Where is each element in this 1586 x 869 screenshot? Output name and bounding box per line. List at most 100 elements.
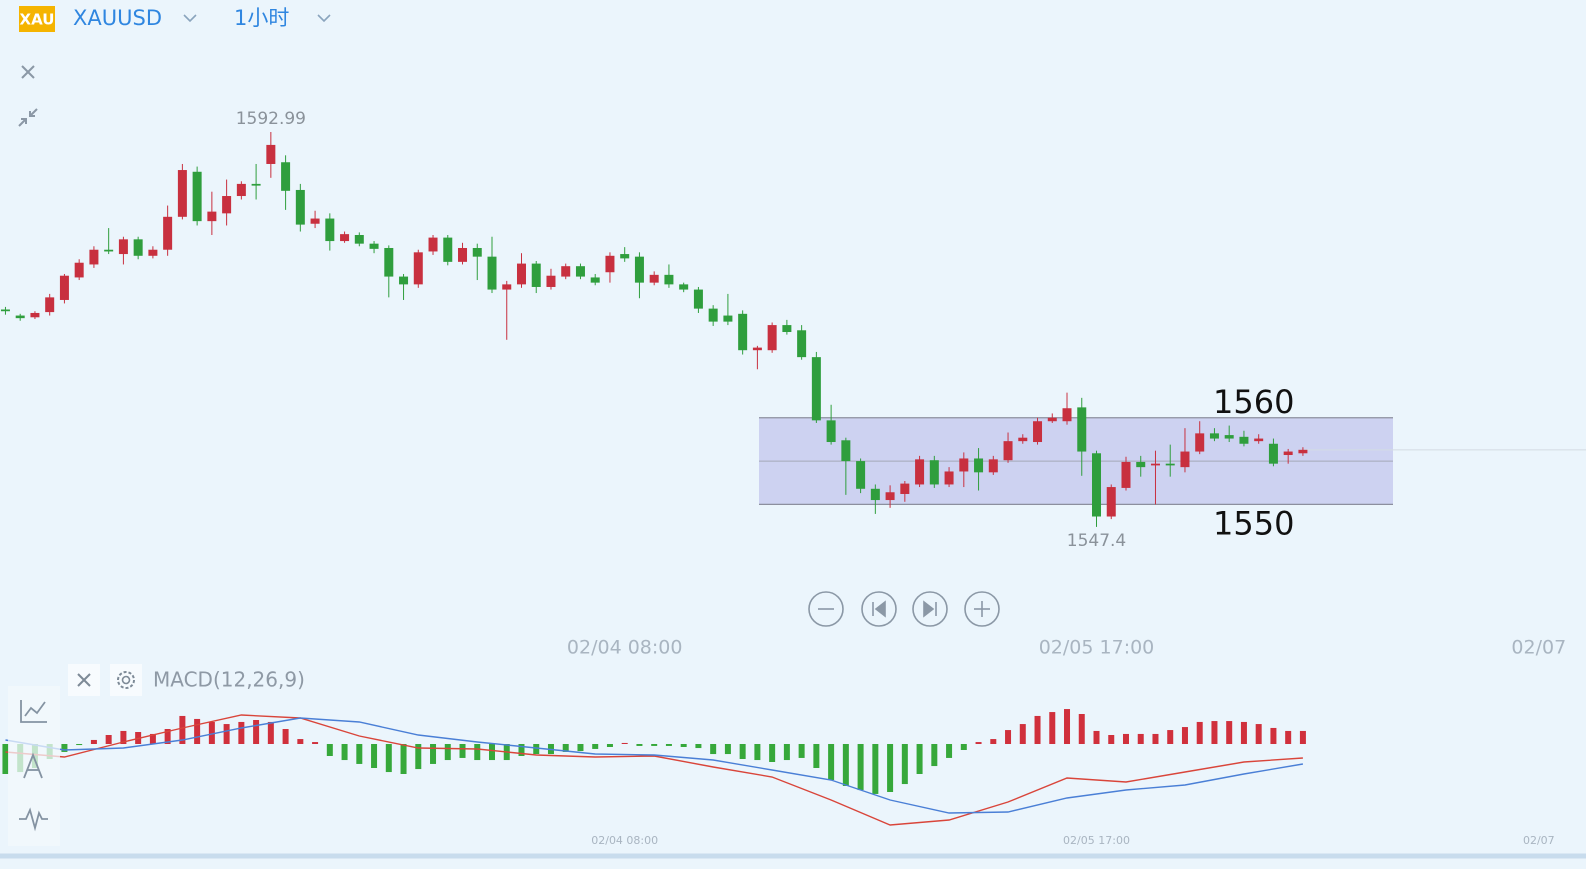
zone-low-label: 1550 [1213, 504, 1294, 542]
candle-body [841, 440, 851, 462]
candle-body [929, 460, 939, 485]
symbol-icon-text: XAU [20, 11, 55, 29]
macd-bar [931, 744, 938, 767]
candle-body [1092, 453, 1102, 517]
candle-body [1047, 417, 1057, 422]
macd-bar [371, 744, 378, 768]
macd-bar [606, 744, 613, 747]
macd-bar [960, 744, 967, 750]
candle-body [399, 276, 409, 285]
macd-bar [105, 735, 112, 744]
scroll-end-button[interactable] [912, 591, 948, 627]
macd-bar [1299, 730, 1306, 744]
macd-bar [975, 742, 982, 744]
macd-bar [798, 744, 805, 758]
close-button[interactable] [21, 65, 35, 79]
x-tick-label: 02/05 17:00 [1063, 834, 1130, 847]
candle-body [1180, 451, 1190, 468]
candle-body [1268, 443, 1278, 464]
indicator-title: MACD(12,26,9) [153, 668, 305, 692]
candle-body [900, 483, 910, 494]
sidebar [8, 686, 60, 846]
candle-body [575, 266, 585, 277]
candle-body [502, 284, 512, 290]
macd-bar [194, 718, 201, 744]
candle-body [443, 237, 453, 262]
macd-bar [710, 744, 717, 755]
macd-bar [739, 744, 746, 759]
macd-bar [385, 744, 392, 773]
candle-body [1150, 463, 1160, 466]
candle-body [45, 297, 55, 313]
macd-line [5, 714, 1303, 826]
drawing-icon[interactable] [23, 752, 43, 779]
candle-body [752, 347, 762, 351]
candle-body [118, 239, 128, 255]
candle-body [384, 247, 394, 277]
zoom-out-button[interactable] [808, 591, 844, 627]
candle-body [649, 274, 659, 283]
candle-body [148, 249, 158, 256]
symbol[interactable]: XAUUSD [73, 6, 162, 30]
macd-bar [76, 744, 83, 746]
macd-bar [813, 744, 820, 768]
candle-body [1165, 463, 1175, 466]
indicator-icon[interactable] [20, 700, 47, 723]
x-tick-label: 02/05 17:00 [1039, 637, 1155, 659]
macd-bar [430, 744, 437, 764]
macd-bar [400, 744, 407, 774]
candle-body [1298, 449, 1308, 454]
candle-body [782, 325, 792, 333]
macd-bar [636, 744, 643, 746]
candle-body [856, 461, 866, 489]
macd-bar [1196, 721, 1203, 744]
low-label: 1547.4 [1067, 531, 1126, 551]
candle-body [679, 284, 689, 290]
macd-bar [489, 744, 496, 761]
macd-bar [577, 744, 584, 752]
candle-body [1033, 421, 1043, 443]
candle-body [266, 144, 276, 164]
macd-bar [724, 744, 731, 755]
macd-bar [1152, 733, 1159, 744]
symbol-dropdown[interactable] [183, 14, 197, 23]
gear-icon [117, 671, 135, 689]
candle-body [472, 247, 482, 257]
high-label: 1592.99 [236, 109, 306, 129]
interval-dropdown[interactable] [317, 14, 331, 23]
macd-bar [1255, 724, 1262, 744]
candle-body [870, 488, 880, 501]
scroll-start-button[interactable] [861, 591, 897, 627]
candle-body [295, 189, 305, 225]
candle-body [1195, 433, 1205, 452]
candle-body [561, 266, 571, 277]
macd-bar [164, 729, 171, 744]
candle-body [1254, 438, 1264, 442]
candle-body [738, 313, 748, 351]
x-tick-label: 02/07 [1511, 637, 1566, 659]
macd-bar [592, 744, 599, 749]
candle-body [236, 183, 246, 197]
candle-body [177, 170, 187, 217]
wave-icon[interactable] [19, 807, 48, 832]
macd-bar [444, 744, 451, 761]
zoom-in-button[interactable] [964, 591, 1000, 627]
candle-body [340, 234, 350, 242]
macd-bar [990, 739, 997, 744]
symbol-icon [19, 6, 55, 32]
macd-bar [695, 744, 702, 749]
collapse-button[interactable] [18, 108, 38, 127]
candle-body [826, 420, 836, 443]
interval[interactable]: 1小时 [234, 6, 289, 30]
candle-body [369, 243, 379, 249]
x-tick-label: 02/04 08:00 [567, 637, 683, 659]
macd-bar [621, 742, 628, 744]
macd-bar [356, 744, 363, 764]
indicator-settings-button[interactable] [110, 664, 142, 696]
x-tick-label: 02/04 08:00 [591, 834, 658, 847]
candle-body [797, 330, 807, 358]
candle-body [767, 325, 777, 351]
candle-body [281, 162, 291, 191]
macd-bar [1049, 712, 1056, 744]
